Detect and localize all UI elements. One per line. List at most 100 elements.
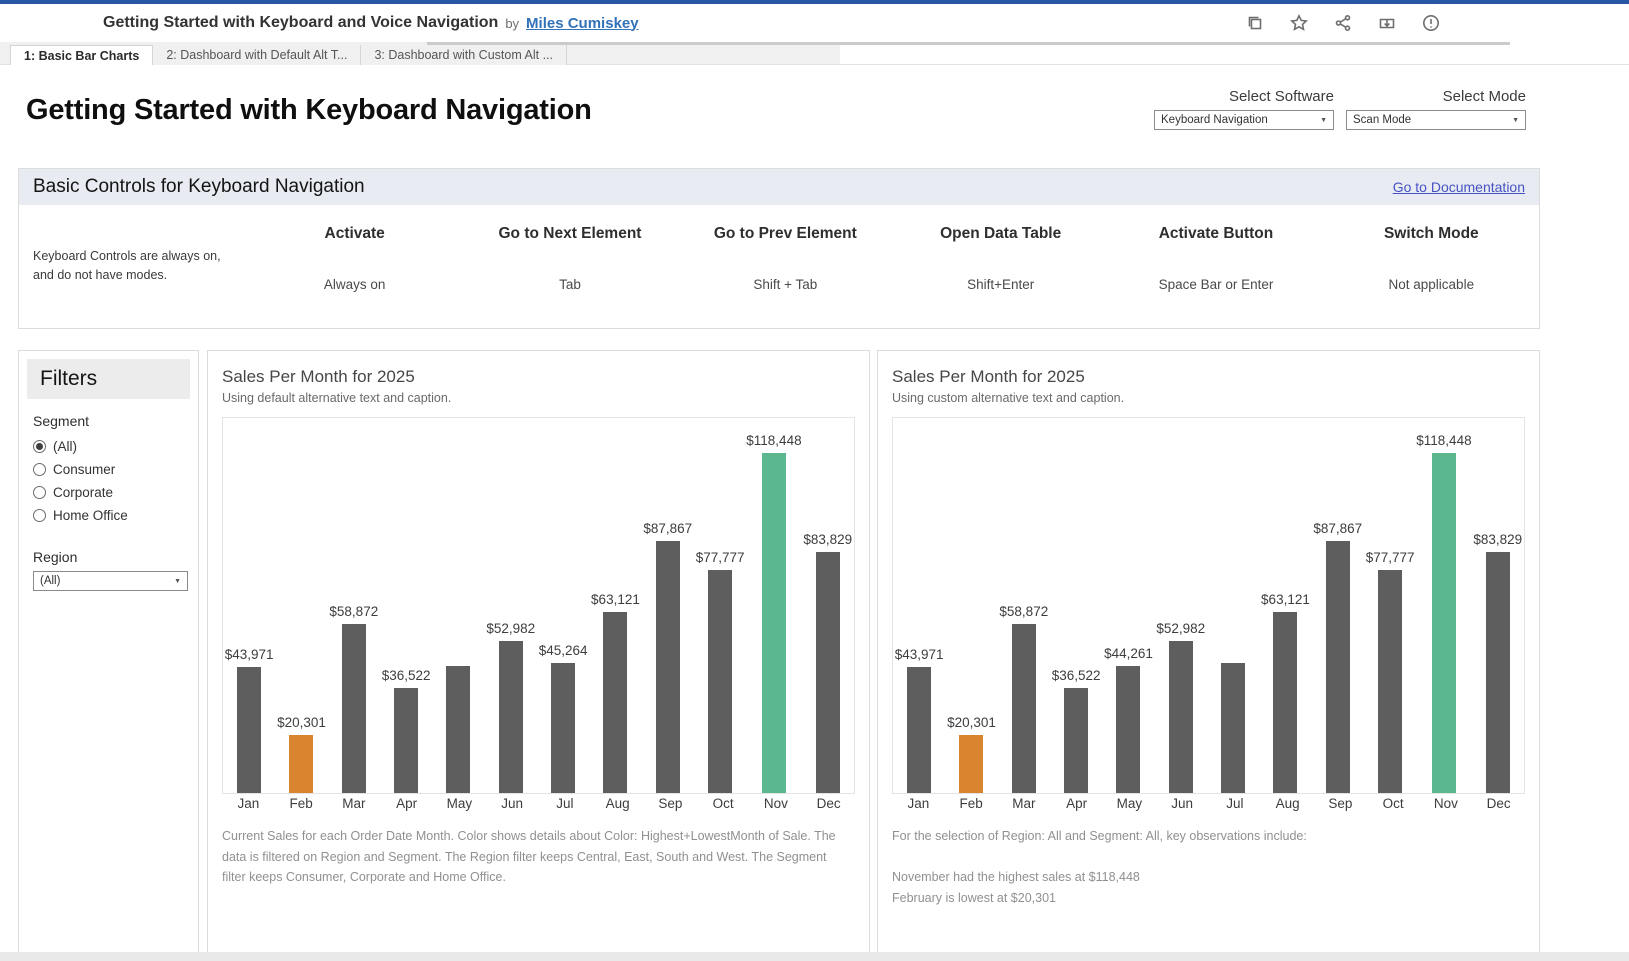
download-icon[interactable] [1378,14,1396,32]
bar-aug[interactable]: $63,121 [589,418,641,793]
bar-chart-plot: $43,971 $20,301 $58,872 $36,522 $44,261 $52,9… [892,417,1525,794]
bar-apr[interactable]: $36,522 [1050,418,1102,793]
bar-may[interactable]: $44,261 [1102,418,1154,793]
bar-rect[interactable] [1431,453,1456,793]
bar-rect[interactable] [1168,641,1193,793]
bar-rect[interactable] [1378,570,1403,793]
bar-mar[interactable]: $58,872 [328,418,380,793]
page-bottom-strip [0,952,1629,961]
sheet-tab-2[interactable]: 2: Dashboard with Default Alt T... [153,45,362,65]
bar-sep[interactable]: $87,867 [1312,418,1364,793]
copy-icon[interactable] [1246,14,1264,32]
bar-jul[interactable] [1207,418,1259,793]
bar-jun[interactable]: $52,982 [1155,418,1207,793]
chart-card-default-alt: Sales Per Month for 2025 Using default a… [207,350,870,954]
bar-rect[interactable] [761,453,786,793]
info-icon[interactable] [1422,14,1440,32]
radio-icon[interactable] [33,463,46,476]
segment-radio-homeoffice[interactable]: Home Office [33,504,190,527]
bar-rect[interactable] [1273,612,1298,793]
axis-label-may: May [1116,796,1143,811]
region-value: (All) [40,575,61,587]
bar-rect[interactable] [498,641,523,793]
chart-title: Sales Per Month for 2025 [892,367,1085,386]
control-column: Go to Next Element Tab [462,205,677,330]
bar-rect[interactable] [1221,663,1246,793]
radio-label: Corporate [53,485,114,500]
bar-nov[interactable]: $118,448 [746,418,802,793]
bar-feb[interactable]: $20,301 [275,418,327,793]
bar-rect[interactable] [603,612,628,793]
share-icon[interactable] [1334,14,1352,32]
segment-radio-consumer[interactable]: Consumer [33,458,190,481]
chart-caption-line: February is lowest at $20,301 [892,890,1056,905]
radio-icon[interactable] [33,440,46,453]
bar-feb[interactable]: $20,301 [945,418,997,793]
bar-rect[interactable] [1011,624,1036,793]
bar-apr[interactable]: $36,522 [380,418,432,793]
bar-aug[interactable]: $63,121 [1259,418,1311,793]
sheet-tab-1[interactable]: 1: Basic Bar Charts [10,45,154,65]
bar-rect[interactable] [1116,666,1141,793]
star-icon[interactable] [1290,14,1308,32]
viz-title: Getting Started with Keyboard and Voice … [103,14,499,31]
bar-value-label: $118,448 [746,433,802,448]
bar-nov[interactable]: $118,448 [1416,418,1472,793]
horizontal-scrollbar[interactable] [427,42,1510,45]
radio-icon[interactable] [33,486,46,499]
axis-label-jul: Jul [556,796,574,811]
bar-value-label: $87,867 [643,521,693,536]
bar-rect[interactable] [551,663,576,793]
radio-icon[interactable] [33,509,46,522]
bar-jan[interactable]: $43,971 [223,418,275,793]
bar-sep[interactable]: $87,867 [642,418,694,793]
bar-rect[interactable] [237,667,262,793]
bar-rect[interactable] [655,541,680,793]
bar-rect[interactable] [446,666,471,793]
bar-rect[interactable] [1485,552,1510,793]
bar-value-label: $43,971 [894,647,944,662]
go-to-documentation-link[interactable]: Go to Documentation [1392,179,1525,195]
bar-rect[interactable] [907,667,932,793]
axis-label-may: May [446,796,473,811]
bar-rect[interactable] [1325,541,1350,793]
bar-oct[interactable]: $77,777 [694,418,746,793]
bar-mar[interactable]: $58,872 [998,418,1050,793]
control-value: Shift + Tab [753,277,818,292]
bar-jul[interactable]: $45,264 [537,418,589,793]
axis-label-nov: Nov [763,796,788,811]
bar-value-label: $36,522 [1051,668,1101,683]
bar-jun[interactable]: $52,982 [485,418,537,793]
bar-rect[interactable] [289,735,314,793]
bar-rect[interactable] [394,688,419,793]
control-header: Activate Button [1158,225,1274,242]
bar-dec[interactable]: $83,829 [802,418,854,793]
bar-jan[interactable]: $43,971 [893,418,945,793]
axis-label-sep: Sep [1328,796,1353,811]
axis-label-apr: Apr [1066,796,1088,811]
bar-dec[interactable]: $83,829 [1472,418,1524,793]
radio-label: (All) [53,439,77,454]
axis-label-aug: Aug [605,796,630,811]
segment-radio-corporate[interactable]: Corporate [33,481,190,504]
bar-rect[interactable] [341,624,366,793]
dashboard-title: Getting Started with Keyboard Navigation [26,94,592,126]
select-mode-dropdown[interactable]: Scan Mode ▼ [1346,110,1526,130]
bar-rect[interactable] [708,570,733,793]
control-column: Activate Button Space Bar or Enter [1108,205,1323,330]
bar-value-label: $77,777 [695,550,745,565]
bar-rect[interactable] [1064,688,1089,793]
select-software-dropdown[interactable]: Keyboard Navigation ▼ [1154,110,1334,130]
bar-value-label: $63,121 [591,592,640,607]
region-dropdown[interactable]: (All) ▼ [33,571,188,591]
segment-radio-all[interactable]: (All) [33,435,190,458]
bar-rect[interactable] [959,735,984,793]
radio-label: Home Office [53,508,128,523]
bar-rect[interactable] [815,552,840,793]
bar-may[interactable] [432,418,484,793]
author-link[interactable]: Miles Cumiskey [526,14,639,32]
axis-label-oct: Oct [712,796,734,811]
bar-value-label: $20,301 [947,715,996,730]
sheet-tab-3[interactable]: 3: Dashboard with Custom Alt ... [361,45,568,65]
bar-oct[interactable]: $77,777 [1364,418,1416,793]
